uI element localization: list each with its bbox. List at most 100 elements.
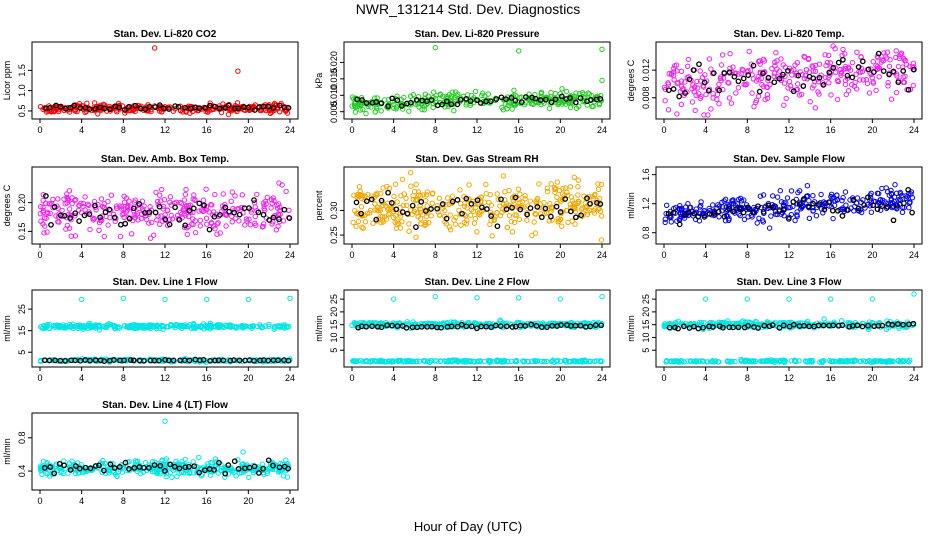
data-point-mean — [682, 90, 688, 96]
x-tick-label: 12 — [160, 250, 170, 260]
data-point-mean — [200, 356, 207, 363]
data-point — [467, 212, 474, 218]
data-point — [670, 358, 677, 364]
x-tick-label: 16 — [826, 250, 836, 260]
data-point-mean — [865, 194, 871, 201]
data-point — [37, 211, 43, 217]
data-point — [509, 229, 516, 235]
data-point — [749, 90, 755, 96]
data-point-outlier — [235, 68, 241, 74]
data-point-mean — [701, 79, 708, 86]
x-tick-label: 20 — [243, 496, 253, 506]
data-point — [447, 212, 453, 218]
data-point — [232, 207, 238, 213]
data-point-mean — [127, 357, 134, 363]
data-point — [561, 193, 567, 199]
data-point — [148, 322, 155, 328]
data-point-outlier — [162, 418, 168, 424]
x-tick-label: 24 — [285, 373, 295, 383]
data-point-mean — [160, 105, 167, 112]
y-axis-label: kPa — [314, 73, 324, 89]
data-point — [117, 203, 123, 209]
data-point-mean — [146, 465, 152, 471]
data-point-mean — [388, 200, 395, 206]
data-point-mean — [785, 68, 791, 74]
data-point-mean — [855, 64, 862, 70]
data-point-mean — [790, 321, 797, 328]
data-point-mean — [226, 208, 232, 215]
x-tick-label: 20 — [555, 125, 565, 135]
data-point-mean — [459, 210, 465, 217]
data-point — [599, 213, 605, 219]
x-tick-label: 0 — [661, 125, 666, 135]
data-point — [732, 203, 739, 209]
data-point-mean — [186, 463, 192, 470]
data-point — [762, 96, 768, 103]
data-point — [351, 96, 357, 102]
x-tick-label: 12 — [160, 373, 170, 383]
data-point — [201, 464, 207, 470]
data-point-mean — [735, 78, 742, 85]
data-point — [248, 209, 255, 215]
data-point — [907, 199, 913, 205]
x-tick-label: 8 — [433, 373, 438, 383]
data-point — [55, 219, 61, 225]
data-point — [790, 203, 796, 210]
x-tick-label: 20 — [243, 250, 253, 260]
data-point-mean — [236, 211, 243, 218]
data-point — [472, 216, 478, 222]
data-point — [806, 215, 813, 222]
data-point — [197, 217, 204, 224]
data-point — [866, 90, 873, 96]
x-tick-label: 4 — [79, 373, 84, 383]
data-point — [730, 198, 736, 204]
data-point — [248, 324, 254, 330]
data-point — [423, 221, 429, 228]
data-point-mean — [512, 194, 519, 201]
data-point — [457, 187, 463, 193]
data-point — [486, 359, 493, 365]
data-point-mean — [900, 321, 906, 328]
y-tick-label: 0.5 — [17, 105, 27, 118]
data-point-mean — [800, 83, 807, 89]
data-point-mean — [761, 322, 768, 329]
data-point — [676, 358, 682, 364]
data-point-mean — [844, 72, 851, 79]
data-point-mean — [830, 65, 837, 71]
data-point-mean — [879, 203, 885, 209]
data-point — [475, 211, 482, 217]
data-point — [756, 77, 762, 83]
data-point — [815, 89, 821, 95]
data-point — [358, 195, 365, 202]
data-point-mean — [765, 202, 772, 209]
data-point — [383, 203, 389, 209]
data-point — [434, 203, 441, 209]
data-point-mean — [577, 95, 584, 101]
data-point-mean — [106, 206, 113, 213]
data-point-mean — [690, 67, 697, 73]
y-tick-label: 1.2 — [641, 197, 651, 210]
data-point — [863, 358, 869, 365]
data-point-mean — [706, 211, 713, 217]
data-point-mean — [162, 216, 169, 223]
data-point — [392, 323, 398, 329]
data-point-mean — [716, 87, 723, 94]
data-point — [870, 59, 876, 65]
data-point — [242, 222, 248, 228]
data-point — [662, 321, 668, 327]
data-point-mean — [216, 105, 223, 112]
data-point — [452, 221, 459, 227]
data-point — [359, 193, 366, 199]
data-point — [813, 213, 820, 219]
data-point — [121, 211, 127, 217]
data-point — [769, 65, 775, 72]
data-point — [178, 200, 185, 206]
data-point — [382, 359, 389, 365]
y-tick-label: 15 — [329, 320, 339, 330]
x-tick-label: 0 — [661, 250, 666, 260]
data-point — [774, 194, 781, 200]
data-point-mean — [235, 465, 242, 472]
data-point — [509, 106, 515, 112]
data-point-mean — [890, 217, 897, 224]
data-point-mean — [666, 324, 673, 331]
